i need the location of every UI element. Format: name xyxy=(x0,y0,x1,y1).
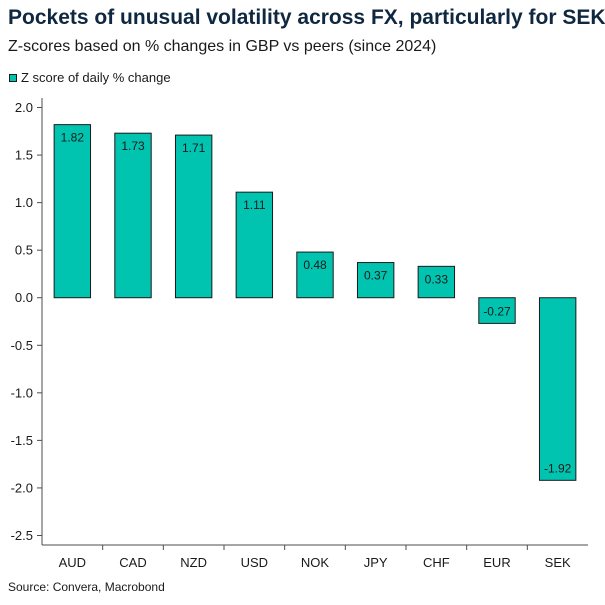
y-tick-label: -2.0 xyxy=(11,480,33,495)
data-label: 1.82 xyxy=(61,131,85,145)
legend-swatch xyxy=(9,73,17,82)
x-tick-label: CAD xyxy=(119,555,146,570)
bar-chf xyxy=(417,265,456,299)
data-label: 0.33 xyxy=(425,272,449,286)
bar-nok xyxy=(296,251,334,299)
legend-label: Z score of daily % change xyxy=(21,70,171,85)
x-tick-label: JPY xyxy=(364,555,388,570)
bar-jpy xyxy=(356,262,395,299)
data-label: 0.48 xyxy=(303,258,327,272)
x-tick-label: EUR xyxy=(483,555,510,570)
bar-usd xyxy=(235,191,274,299)
data-label: 1.71 xyxy=(182,141,206,155)
x-tick-label: CHF xyxy=(423,555,450,570)
y-tick-label: -1.5 xyxy=(11,433,33,448)
y-tick-label: -2.5 xyxy=(11,528,33,543)
x-tick-label: NOK xyxy=(301,555,330,570)
y-tick-label: -1.0 xyxy=(11,385,33,400)
x-tick-label: AUD xyxy=(59,555,86,570)
bar-sek xyxy=(538,297,577,481)
x-tick-label: USD xyxy=(241,555,268,570)
chart-subtitle: Z-scores based on % changes in GBP vs pe… xyxy=(8,38,437,55)
legend: Z score of daily % change xyxy=(9,70,171,85)
y-tick-label: -0.5 xyxy=(11,338,33,353)
y-tick-label: 1.5 xyxy=(15,148,33,163)
x-tick-label: SEK xyxy=(545,555,571,570)
bar-eur xyxy=(478,297,516,324)
y-tick-label: 0.0 xyxy=(15,290,33,305)
bar-cad xyxy=(114,132,152,299)
y-tick-label: 1.0 xyxy=(15,195,33,210)
chart-title: Pockets of unusual volatility across FX,… xyxy=(8,6,605,29)
bar-nzd xyxy=(174,134,213,299)
data-label: 0.37 xyxy=(364,269,388,283)
data-label: 1.73 xyxy=(121,139,145,153)
source-note: Source: Convera, Macrobond xyxy=(8,580,165,594)
bar-aud xyxy=(53,124,92,299)
y-tick-label: 0.5 xyxy=(15,243,33,258)
y-tick-label: 2.0 xyxy=(15,100,33,115)
x-tick-label: NZD xyxy=(180,555,207,570)
data-label: -0.27 xyxy=(483,304,511,318)
data-label: 1.11 xyxy=(243,198,266,212)
data-label: -1.92 xyxy=(544,461,572,475)
